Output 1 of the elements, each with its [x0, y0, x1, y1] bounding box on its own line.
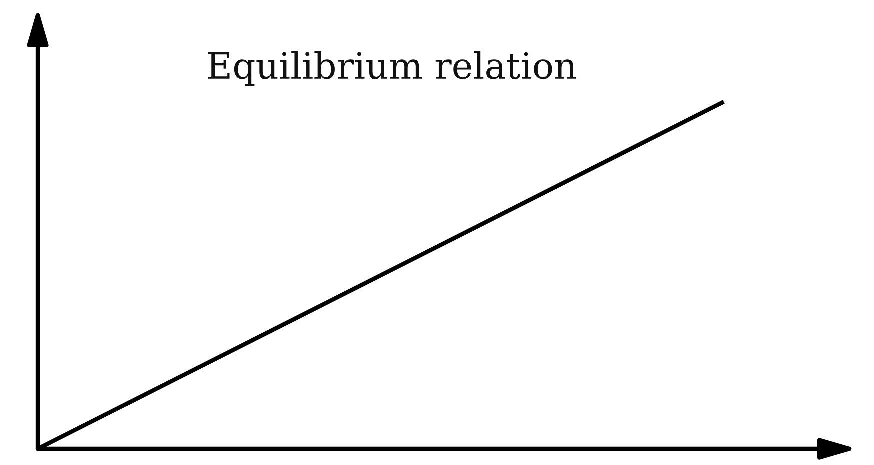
- text: Equilibrium relation: [208, 51, 576, 86]
